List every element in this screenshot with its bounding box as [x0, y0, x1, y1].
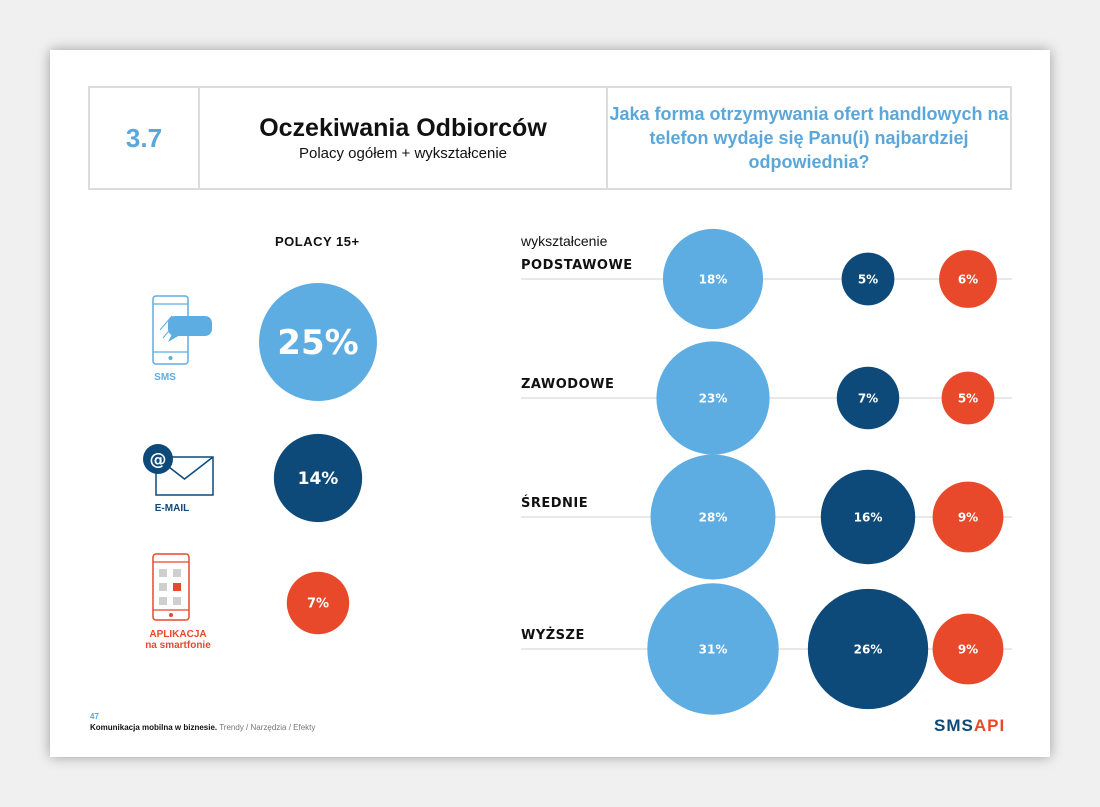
totals-chart: 25% 14% 7%	[259, 283, 377, 635]
channel-label-app-line1: APLIKACJA	[149, 629, 207, 640]
data-bubble	[841, 252, 895, 306]
data-bubble	[941, 371, 995, 425]
category-label: WYŻSZE	[521, 627, 585, 643]
channel-label-email: E-MAIL	[154, 503, 190, 514]
data-label: 9%	[958, 643, 978, 657]
footer-title: Komunikacja mobilna w biznesie.	[90, 723, 218, 732]
data-label: 16%	[854, 511, 883, 525]
data-bubble	[932, 613, 1004, 685]
title-box: Oczekiwania Odbiorców Polacy ogółem + wy…	[200, 88, 606, 188]
data-bubble	[650, 454, 776, 580]
data-bubble	[836, 366, 900, 430]
data-label: 5%	[858, 273, 878, 287]
total-bubble	[286, 571, 350, 635]
header-divider	[606, 88, 608, 188]
data-bubble	[939, 250, 997, 308]
total-value-label: 7%	[307, 597, 329, 612]
smartphone-app-icon	[152, 553, 190, 621]
total-bubble	[273, 433, 363, 523]
total-value-label: 25%	[277, 323, 358, 363]
data-label: 6%	[958, 273, 978, 287]
svg-text:@: @	[150, 450, 167, 470]
footer: Komunikacja mobilna w biznesie. Trendy /…	[90, 723, 315, 732]
header-box: 3.7 Oczekiwania Odbiorców Polacy ogółem …	[88, 86, 1012, 190]
smartphone-sms-icon	[152, 295, 212, 365]
header-divider	[198, 88, 200, 188]
page-number: 47	[90, 712, 99, 721]
page-subtitle: Polacy ogółem + wykształcenie	[298, 145, 507, 162]
data-bubble	[820, 469, 916, 565]
logo-part1: SMS	[934, 716, 974, 735]
data-bubble	[647, 583, 779, 715]
category-label: ZAWODOWE	[521, 377, 614, 392]
footer-subtitle: Trendy / Narzędzia / Efekty	[219, 723, 316, 732]
data-label: 28%	[699, 511, 728, 525]
report-page: 3.7 Oczekiwania Odbiorców Polacy ogółem …	[50, 50, 1050, 757]
data-label: 18%	[699, 273, 728, 287]
data-label: 7%	[858, 392, 878, 406]
category-label: ŚREDNIE	[521, 495, 588, 511]
category-label: PODSTAWOWE	[521, 258, 633, 273]
channel-label-app: APLIKACJA na smartfonie	[138, 629, 218, 651]
email-envelope-icon: @	[143, 444, 214, 496]
data-bubble	[662, 228, 764, 330]
total-heading: POLACY 15+	[275, 234, 360, 249]
smsapi-logo: SMSAPI	[934, 716, 1005, 736]
logo-part2: API	[973, 716, 1006, 735]
page-title: Oczekiwania Odbiorców	[259, 114, 547, 142]
survey-question: Jaka forma otrzymywania ofert handlowych…	[609, 104, 1009, 172]
channel-label-app-line2: na smartfonie	[145, 640, 211, 651]
section-number: 3.7	[125, 122, 163, 153]
data-label: 5%	[958, 392, 978, 406]
total-bubble	[259, 283, 377, 401]
data-label: 9%	[958, 511, 978, 525]
data-bubble	[932, 481, 1004, 553]
data-bubble	[807, 588, 929, 710]
data-label: 23%	[699, 392, 728, 406]
axis-label: wykształcenie	[521, 233, 608, 249]
total-value-label: 14%	[298, 469, 339, 489]
education-bubble-chart: PODSTAWOWE ZAWODOWE ŚREDNIE WYŻSZE 18% 5% 6% 23…	[521, 228, 1012, 715]
data-label: 31%	[699, 643, 728, 657]
channel-label-sms: SMS	[154, 372, 176, 383]
data-label: 26%	[854, 643, 883, 657]
data-bubble	[656, 341, 770, 455]
